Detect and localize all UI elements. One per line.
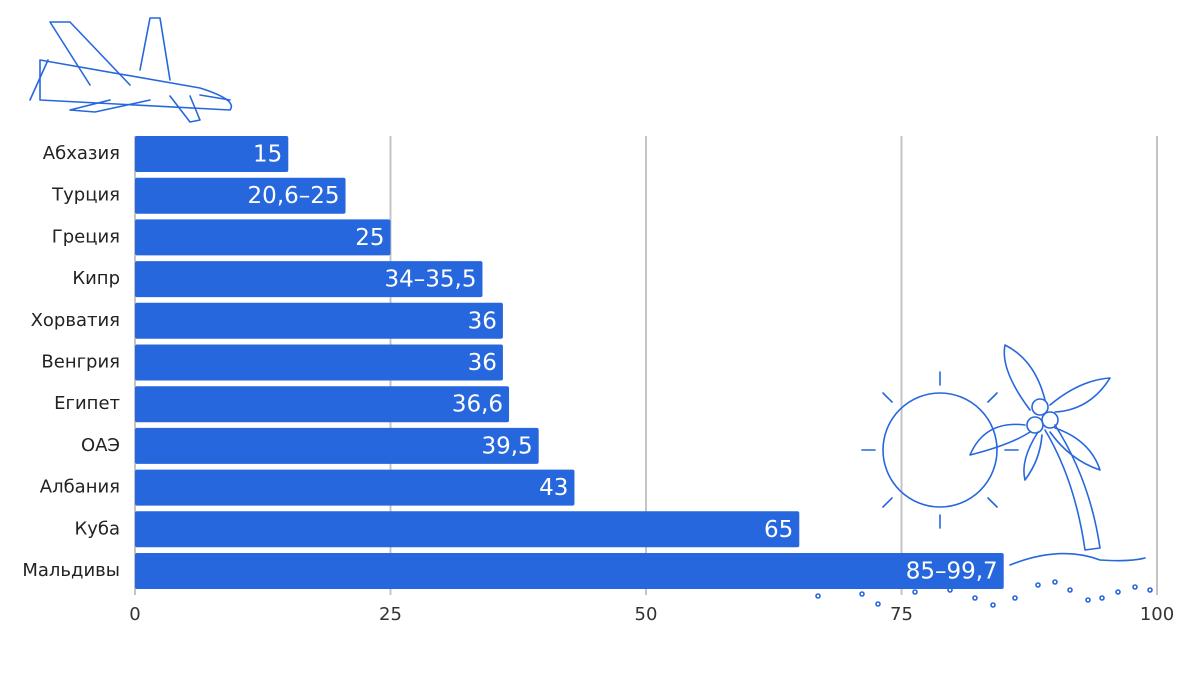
y-tick-label: Греция [52, 226, 120, 247]
value-label: 25 [355, 225, 384, 251]
y-tick-label: ОАЭ [81, 435, 120, 456]
y-tick-label: Кипр [72, 268, 120, 289]
value-label: 36 [468, 308, 497, 334]
palm-illustration [969, 344, 1146, 566]
bar [135, 386, 510, 423]
x-tick-label: 0 [129, 604, 140, 625]
y-tick-label: Хорватия [31, 310, 120, 331]
y-tick-label: Турция [51, 185, 120, 206]
y-tick-label: Мальдивы [22, 560, 120, 581]
value-label: 36 [468, 350, 497, 376]
value-label: 20,6–25 [248, 183, 340, 209]
bar [135, 136, 289, 172]
value-label: 15 [253, 142, 282, 168]
bar [135, 261, 483, 298]
bar [135, 302, 503, 339]
value-label: 65 [764, 517, 793, 543]
y-tick-label: Египет [54, 393, 120, 414]
value-label: 34–35,5 [384, 267, 476, 293]
sun-illustration [861, 371, 1019, 529]
bar [135, 219, 391, 256]
bar [135, 344, 503, 381]
bar [135, 469, 575, 506]
value-label: 36,6 [452, 392, 503, 418]
x-tick-label: 100 [1140, 604, 1174, 625]
value-label: 85–99,7 [906, 559, 998, 585]
y-tick-label: Куба [74, 518, 120, 539]
x-tick-label: 50 [635, 604, 658, 625]
value-label: 43 [539, 475, 568, 501]
y-tick-label: Албания [40, 477, 120, 498]
x-tick-label: 25 [379, 604, 402, 625]
value-label: 39,5 [481, 433, 532, 459]
bar [135, 427, 539, 464]
y-tick-label: Абхазия [43, 143, 120, 164]
x-tick-label: 75 [890, 604, 913, 625]
bar [135, 511, 800, 548]
bar [135, 553, 1004, 589]
bar [135, 177, 346, 214]
airplane-illustration [29, 17, 233, 123]
sand-dots [815, 579, 1153, 608]
y-tick-label: Венгрия [41, 352, 120, 373]
